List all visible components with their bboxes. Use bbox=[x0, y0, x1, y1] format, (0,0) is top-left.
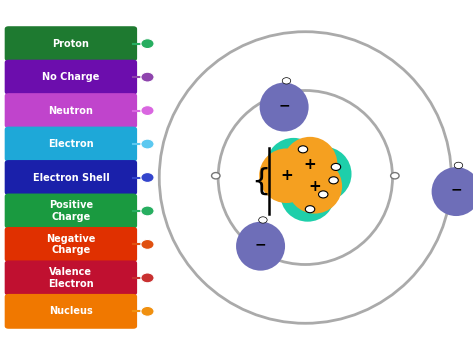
Text: Electron: Electron bbox=[48, 139, 94, 149]
Text: {: { bbox=[251, 166, 270, 196]
FancyBboxPatch shape bbox=[5, 127, 137, 162]
Text: No Charge: No Charge bbox=[42, 72, 100, 82]
FancyBboxPatch shape bbox=[5, 261, 137, 295]
Circle shape bbox=[141, 306, 154, 316]
Ellipse shape bbox=[297, 147, 352, 201]
Text: −: − bbox=[450, 183, 462, 197]
Circle shape bbox=[329, 177, 338, 184]
Text: Negative
Charge: Negative Charge bbox=[46, 234, 96, 255]
Circle shape bbox=[454, 162, 463, 169]
Text: Electron Shell: Electron Shell bbox=[33, 173, 109, 182]
Text: −: − bbox=[255, 237, 266, 251]
FancyBboxPatch shape bbox=[5, 93, 137, 128]
Ellipse shape bbox=[260, 83, 309, 131]
Text: −: − bbox=[278, 98, 290, 112]
Circle shape bbox=[282, 78, 291, 84]
Circle shape bbox=[259, 217, 267, 223]
Text: Proton: Proton bbox=[53, 39, 89, 49]
Text: Neutron: Neutron bbox=[48, 105, 93, 116]
Ellipse shape bbox=[266, 138, 321, 192]
FancyBboxPatch shape bbox=[5, 26, 137, 61]
Text: +: + bbox=[304, 157, 317, 171]
Ellipse shape bbox=[287, 159, 342, 214]
Ellipse shape bbox=[283, 137, 337, 191]
Ellipse shape bbox=[259, 148, 314, 203]
Circle shape bbox=[331, 163, 341, 170]
Circle shape bbox=[141, 273, 154, 283]
Ellipse shape bbox=[236, 222, 285, 271]
Circle shape bbox=[141, 173, 154, 182]
Circle shape bbox=[141, 106, 154, 115]
Circle shape bbox=[305, 206, 315, 213]
Circle shape bbox=[319, 191, 328, 198]
Circle shape bbox=[211, 173, 220, 179]
Text: Valence
Electron: Valence Electron bbox=[48, 267, 94, 289]
Text: Nucleus: Nucleus bbox=[49, 306, 93, 316]
Circle shape bbox=[141, 206, 154, 216]
Circle shape bbox=[298, 146, 308, 153]
Circle shape bbox=[141, 240, 154, 249]
Text: Positive
Charge: Positive Charge bbox=[49, 200, 93, 222]
FancyBboxPatch shape bbox=[5, 193, 137, 228]
Ellipse shape bbox=[432, 167, 474, 216]
Text: +: + bbox=[309, 179, 321, 194]
Ellipse shape bbox=[280, 167, 335, 222]
Circle shape bbox=[141, 39, 154, 49]
Circle shape bbox=[141, 139, 154, 149]
FancyBboxPatch shape bbox=[5, 227, 137, 262]
FancyBboxPatch shape bbox=[5, 294, 137, 329]
Circle shape bbox=[391, 173, 399, 179]
FancyBboxPatch shape bbox=[5, 60, 137, 94]
Circle shape bbox=[141, 72, 154, 82]
Text: +: + bbox=[280, 168, 293, 183]
FancyBboxPatch shape bbox=[5, 160, 137, 195]
